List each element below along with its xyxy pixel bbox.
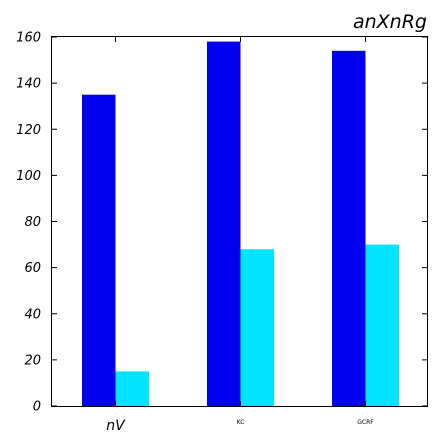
x-tick-label-nV: nV	[106, 418, 126, 434]
bars-group	[82, 41, 399, 407]
y-tick-label: 0	[33, 400, 41, 415]
bar-series-2-GCRF	[365, 244, 399, 406]
y-tick-label: 20	[24, 353, 41, 368]
y-tick-label: 120	[16, 123, 41, 138]
bar-series-2-nV	[115, 371, 149, 406]
bar-series-1-KC	[207, 41, 241, 406]
bar-series-1-nV	[82, 94, 116, 406]
y-tick-label: 60	[24, 261, 41, 276]
x-axis-ticks: nV KC GCRF	[106, 37, 374, 434]
chart-title: anXnRg	[353, 11, 427, 33]
x-tick-label-GCRF: GCRF	[357, 419, 374, 426]
y-tick-label: 40	[24, 307, 41, 322]
y-tick-label: 160	[16, 31, 41, 46]
plot-frame	[51, 36, 428, 407]
bar-series-1-GCRF	[332, 50, 366, 407]
y-tick-label: 140	[16, 77, 41, 92]
y-tick-label: 80	[24, 215, 41, 230]
y-tick-label: 100	[16, 169, 41, 184]
x-tick-label-KC: KC	[237, 419, 245, 426]
bar-series-2-KC	[240, 249, 274, 406]
